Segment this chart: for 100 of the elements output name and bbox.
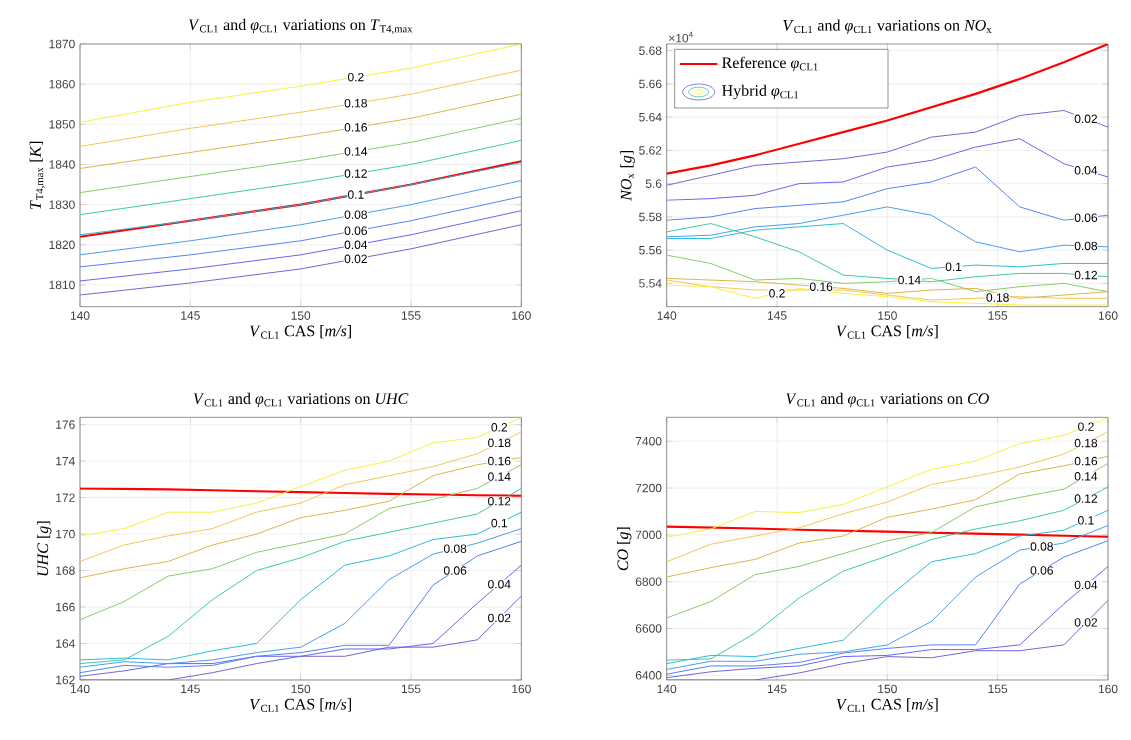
line-series [666,223,1109,269]
y-axis-title: UHC [g] [36,521,52,576]
y-tick-label: 5.56 [639,245,662,255]
y-tick-label: 5.66 [639,79,662,89]
x-axis-title: V$_{CL1}$ CAS [m/s] [836,698,938,712]
x-tick-label: 145 [767,684,787,694]
annotation: 0.04 [1074,166,1098,175]
y-tick-label: 5.64 [639,112,662,122]
annotation: 0.14 [898,275,921,285]
y-tick-label: 7400 [635,436,662,446]
x-axis-title: V$_{CL1}$ CAS [m/s] [836,325,938,339]
annotation: 0.02 [1074,618,1098,627]
y-tick-label: 174 [56,456,75,466]
y-tick-label: 7000 [635,530,662,540]
x-tick-label: 140 [70,311,90,320]
x-tick-label: 140 [657,684,677,694]
y-axis-title: CO [g] [616,527,632,571]
annotation: 0.06 [1030,566,1053,575]
annotation: 0.16 [1074,456,1098,466]
x-axis-title: V$_{CL1}$ CAS [m/s] [250,698,351,712]
legend-label: Reference φ$_{CL1}$ [722,56,818,72]
line-series [80,511,522,661]
y-tick-label: 164 [56,639,75,648]
x-tick-label: 150 [291,311,311,320]
y-tick-label: 5.54 [639,279,662,288]
line-series [80,456,522,579]
y-axis-title: T$_{T4,max}$ [K] [29,141,45,209]
annotation: 0.02 [488,613,511,623]
chart-title: V$_{CL1}$ and φ$_{CL1}$ variations on CO [786,392,989,408]
x-tick-label: 150 [878,311,897,320]
line-series [666,166,1109,221]
line-series [80,69,522,147]
line-series [80,44,522,123]
y-tick-label: 162 [56,675,75,685]
x-tick-label: 150 [291,684,311,694]
y-tick-label: 172 [56,493,75,502]
annotation: 0.1 [491,518,508,528]
annotation: 0.04 [488,579,511,589]
annotation: 0.06 [344,226,367,236]
line-series [80,224,522,296]
y-tick-label: 1830 [49,200,75,209]
annotation: 0.16 [344,123,367,132]
annotation: 0.08 [1074,241,1098,251]
x-tick-label: 145 [181,311,200,320]
line-series [666,206,1109,253]
annotation: 0.06 [1074,213,1098,222]
annotation: 0.02 [1074,114,1098,124]
y-tick-label: 1850 [49,120,75,129]
annotation: 0.2 [491,423,507,432]
annotation: 0.02 [344,254,367,264]
annotation: 0.1 [347,190,364,199]
y-tick-label: 6800 [635,577,662,586]
annotation: 0.14 [1074,472,1098,481]
annotation: 0.04 [1074,580,1098,590]
x-tick-label: 150 [878,684,897,694]
annotation: 0.12 [1074,494,1098,503]
line-series [80,488,522,665]
y-tick-label: 168 [56,566,75,575]
y-tick-label: 1840 [49,160,75,169]
x-axis-title: V$_{CL1}$ CAS [m/s] [250,325,351,339]
y-tick-label: 176 [56,420,75,429]
line-series [80,417,522,537]
annotation: 0.08 [443,544,467,553]
y-tick-label: 166 [56,602,75,612]
x-tick-label: 160 [512,684,531,694]
y-tick-label: 6600 [635,624,662,633]
line-series [666,565,1109,679]
annotation: 0.18 [344,98,367,108]
x-tick-label: 140 [657,311,677,320]
annotation: 0.1 [1078,516,1094,525]
annotation: 0.12 [488,496,511,506]
y-tick-label: 1860 [49,79,75,89]
annotation: 0.16 [809,282,833,291]
annotation: Hybrid φ$_{CL1}$ [722,84,799,100]
y-axis-title: NO$_{x}$ [g] [620,151,635,201]
annotation: 0.16 [488,456,511,466]
annotation: 0.2 [347,72,364,82]
annotation: 0.12 [344,169,367,178]
annotation: 0.08 [344,210,367,219]
annotation: 0.04 [344,240,368,250]
annotation: 0.18 [986,293,1009,302]
x-tick-label: 155 [401,311,421,320]
annotation: 0.08 [1030,542,1053,551]
x-tick-label: 155 [988,684,1008,694]
line-series [80,180,522,256]
y-tick-label: 5.62 [639,146,662,155]
x-tick-label: 160 [1098,311,1118,320]
annotation: 0.1 [945,262,962,272]
x-tick-label: 145 [181,684,200,694]
chart-title: V$_{CL1}$ and φ$_{CL1}$ variations on T$_{T4,max}$ [189,18,413,34]
text: ×10$^{4}$ [669,31,693,43]
annotation: 0.14 [344,147,368,156]
y-tick-label: 5.6 [645,179,662,188]
y-tick-label: 6400 [635,671,662,680]
y-tick-label: 1820 [49,240,75,250]
x-tick-label: 160 [512,311,531,320]
annotation: 0.2 [769,289,785,298]
line-series [666,417,1109,538]
annotation: 0.2 [1078,422,1094,431]
y-tick-label: 5.68 [639,46,662,55]
